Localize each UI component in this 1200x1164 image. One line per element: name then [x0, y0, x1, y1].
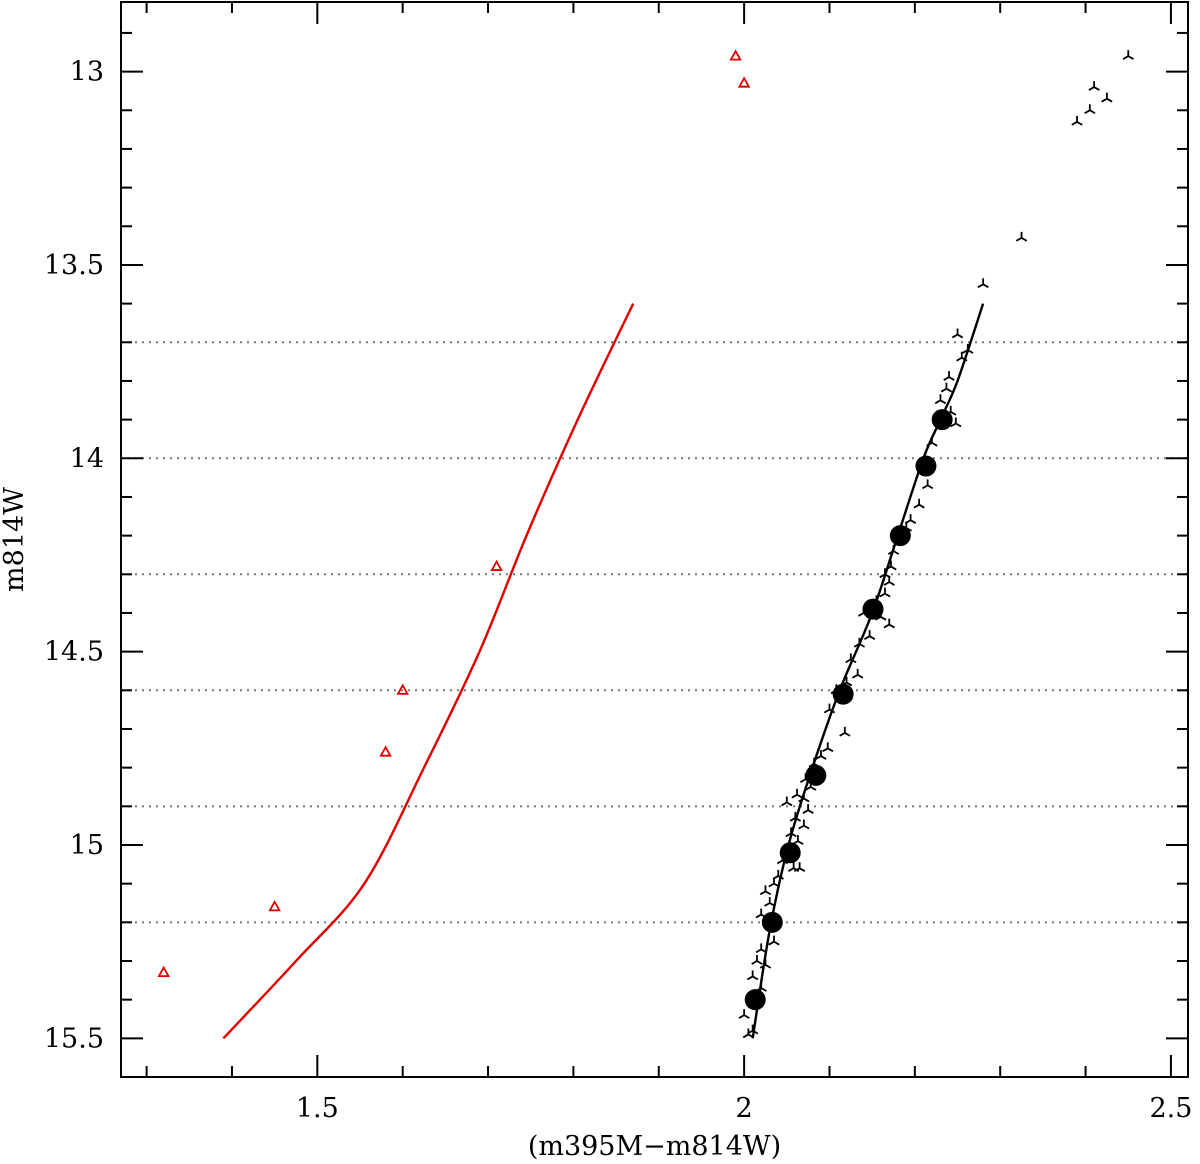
- triangle-point: [157, 965, 170, 977]
- star-point: [904, 514, 917, 524]
- star-point: [1084, 104, 1096, 115]
- axis-ticks: 1.5 2 2.5 13 13.5 14 14.5 15 15.5: [44, 2, 1192, 1124]
- star-point: [839, 726, 851, 737]
- star-point: [792, 835, 804, 845]
- star-point: [805, 780, 817, 791]
- star-point: [1015, 231, 1028, 242]
- star-point: [742, 1028, 755, 1039]
- star-point: [940, 382, 953, 393]
- triangle-point: [729, 49, 742, 61]
- star-point: [921, 479, 934, 490]
- star-point: [755, 943, 767, 954]
- star-point: [768, 877, 780, 888]
- star-point: [764, 916, 776, 927]
- star-point: [802, 804, 814, 814]
- star-point: [1122, 50, 1134, 60]
- star-point: [926, 436, 938, 447]
- x-tick-label: 2: [736, 1093, 753, 1124]
- star-point: [943, 371, 955, 381]
- star-point: [1088, 81, 1100, 91]
- star-point: [870, 595, 883, 606]
- triangle-point: [737, 76, 751, 88]
- y-tick-label: 13.5: [44, 250, 104, 281]
- star-point: [746, 970, 759, 981]
- star-point: [913, 498, 925, 509]
- star-point: [768, 935, 780, 946]
- star-point: [759, 885, 772, 896]
- star-point: [755, 982, 767, 992]
- mean-point: [805, 764, 827, 786]
- star-point: [1101, 92, 1113, 103]
- star-point: [798, 819, 810, 830]
- y-tick-label: 15.5: [44, 1023, 104, 1054]
- mean-point: [744, 989, 766, 1011]
- mean-point: [889, 525, 911, 547]
- star-point: [781, 796, 793, 807]
- star-point: [977, 278, 989, 289]
- x-axis-title: (m395M−m814W): [528, 1131, 781, 1162]
- star-point: [934, 394, 947, 405]
- triangle-point: [379, 745, 392, 757]
- triangle-point: [268, 900, 281, 912]
- star-point: [857, 606, 870, 617]
- star-point: [798, 792, 810, 803]
- reference-lines: [121, 341, 1188, 924]
- star-point: [764, 896, 776, 907]
- y-tick-label: 14: [70, 443, 104, 474]
- star-point: [791, 788, 803, 799]
- star-point: [755, 908, 767, 919]
- star-point: [879, 587, 891, 598]
- star-point: [883, 618, 895, 629]
- y-tick-label: 14.5: [44, 637, 104, 668]
- star-point: [785, 827, 797, 838]
- fiducial-line: [222, 303, 635, 1040]
- star-point: [887, 545, 900, 555]
- mean-point: [832, 683, 854, 705]
- star-point: [885, 560, 897, 571]
- star-point: [875, 610, 887, 621]
- y-axis-title: m814W: [0, 487, 30, 592]
- curve-layer: [222, 303, 985, 1040]
- y-tick-label: 15: [70, 830, 104, 861]
- star-point: [863, 630, 876, 640]
- star-point: [956, 351, 968, 362]
- star-point: [823, 703, 836, 714]
- triangle-point: [490, 559, 503, 571]
- star-point: [851, 668, 864, 679]
- star-point: [951, 328, 964, 339]
- star-point: [840, 676, 853, 687]
- star-point: [853, 637, 866, 648]
- star-point: [883, 576, 895, 586]
- star-point: [1071, 115, 1083, 126]
- star-point: [900, 521, 912, 532]
- x-tick-label: 2.5: [1149, 1093, 1192, 1124]
- marker-layer: [157, 49, 1134, 1039]
- star-point: [962, 344, 974, 354]
- star-point: [759, 958, 772, 969]
- x-tick-label: 1.5: [296, 1093, 339, 1124]
- star-point: [808, 757, 820, 768]
- plot-frame: [120, 1, 1189, 1078]
- star-point: [793, 862, 806, 872]
- star-point: [815, 750, 827, 760]
- star-point: [776, 854, 789, 865]
- star-point: [945, 405, 957, 416]
- mean-point: [915, 455, 937, 477]
- star-point: [950, 417, 962, 428]
- triangle-point: [396, 683, 409, 695]
- star-point: [830, 684, 842, 695]
- star-point: [789, 811, 802, 822]
- star-point: [822, 742, 834, 753]
- star-point: [738, 1009, 750, 1019]
- y-tick-label: 13: [70, 57, 104, 88]
- mean-point: [761, 911, 783, 933]
- mean-point: [779, 842, 801, 864]
- star-point: [751, 954, 763, 965]
- star-point: [845, 653, 857, 664]
